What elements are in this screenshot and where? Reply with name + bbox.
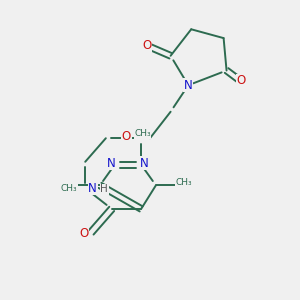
Text: N: N bbox=[140, 157, 148, 170]
Text: O: O bbox=[142, 39, 152, 52]
Text: CH₃: CH₃ bbox=[61, 184, 77, 193]
Text: H: H bbox=[100, 184, 108, 194]
Text: O: O bbox=[237, 74, 246, 87]
Text: CH₃: CH₃ bbox=[134, 129, 151, 138]
Text: N: N bbox=[107, 157, 116, 170]
Text: O: O bbox=[122, 130, 131, 143]
Text: N: N bbox=[184, 79, 193, 92]
Text: CH₃: CH₃ bbox=[176, 178, 192, 187]
Text: N: N bbox=[88, 182, 97, 195]
Text: O: O bbox=[79, 227, 88, 240]
